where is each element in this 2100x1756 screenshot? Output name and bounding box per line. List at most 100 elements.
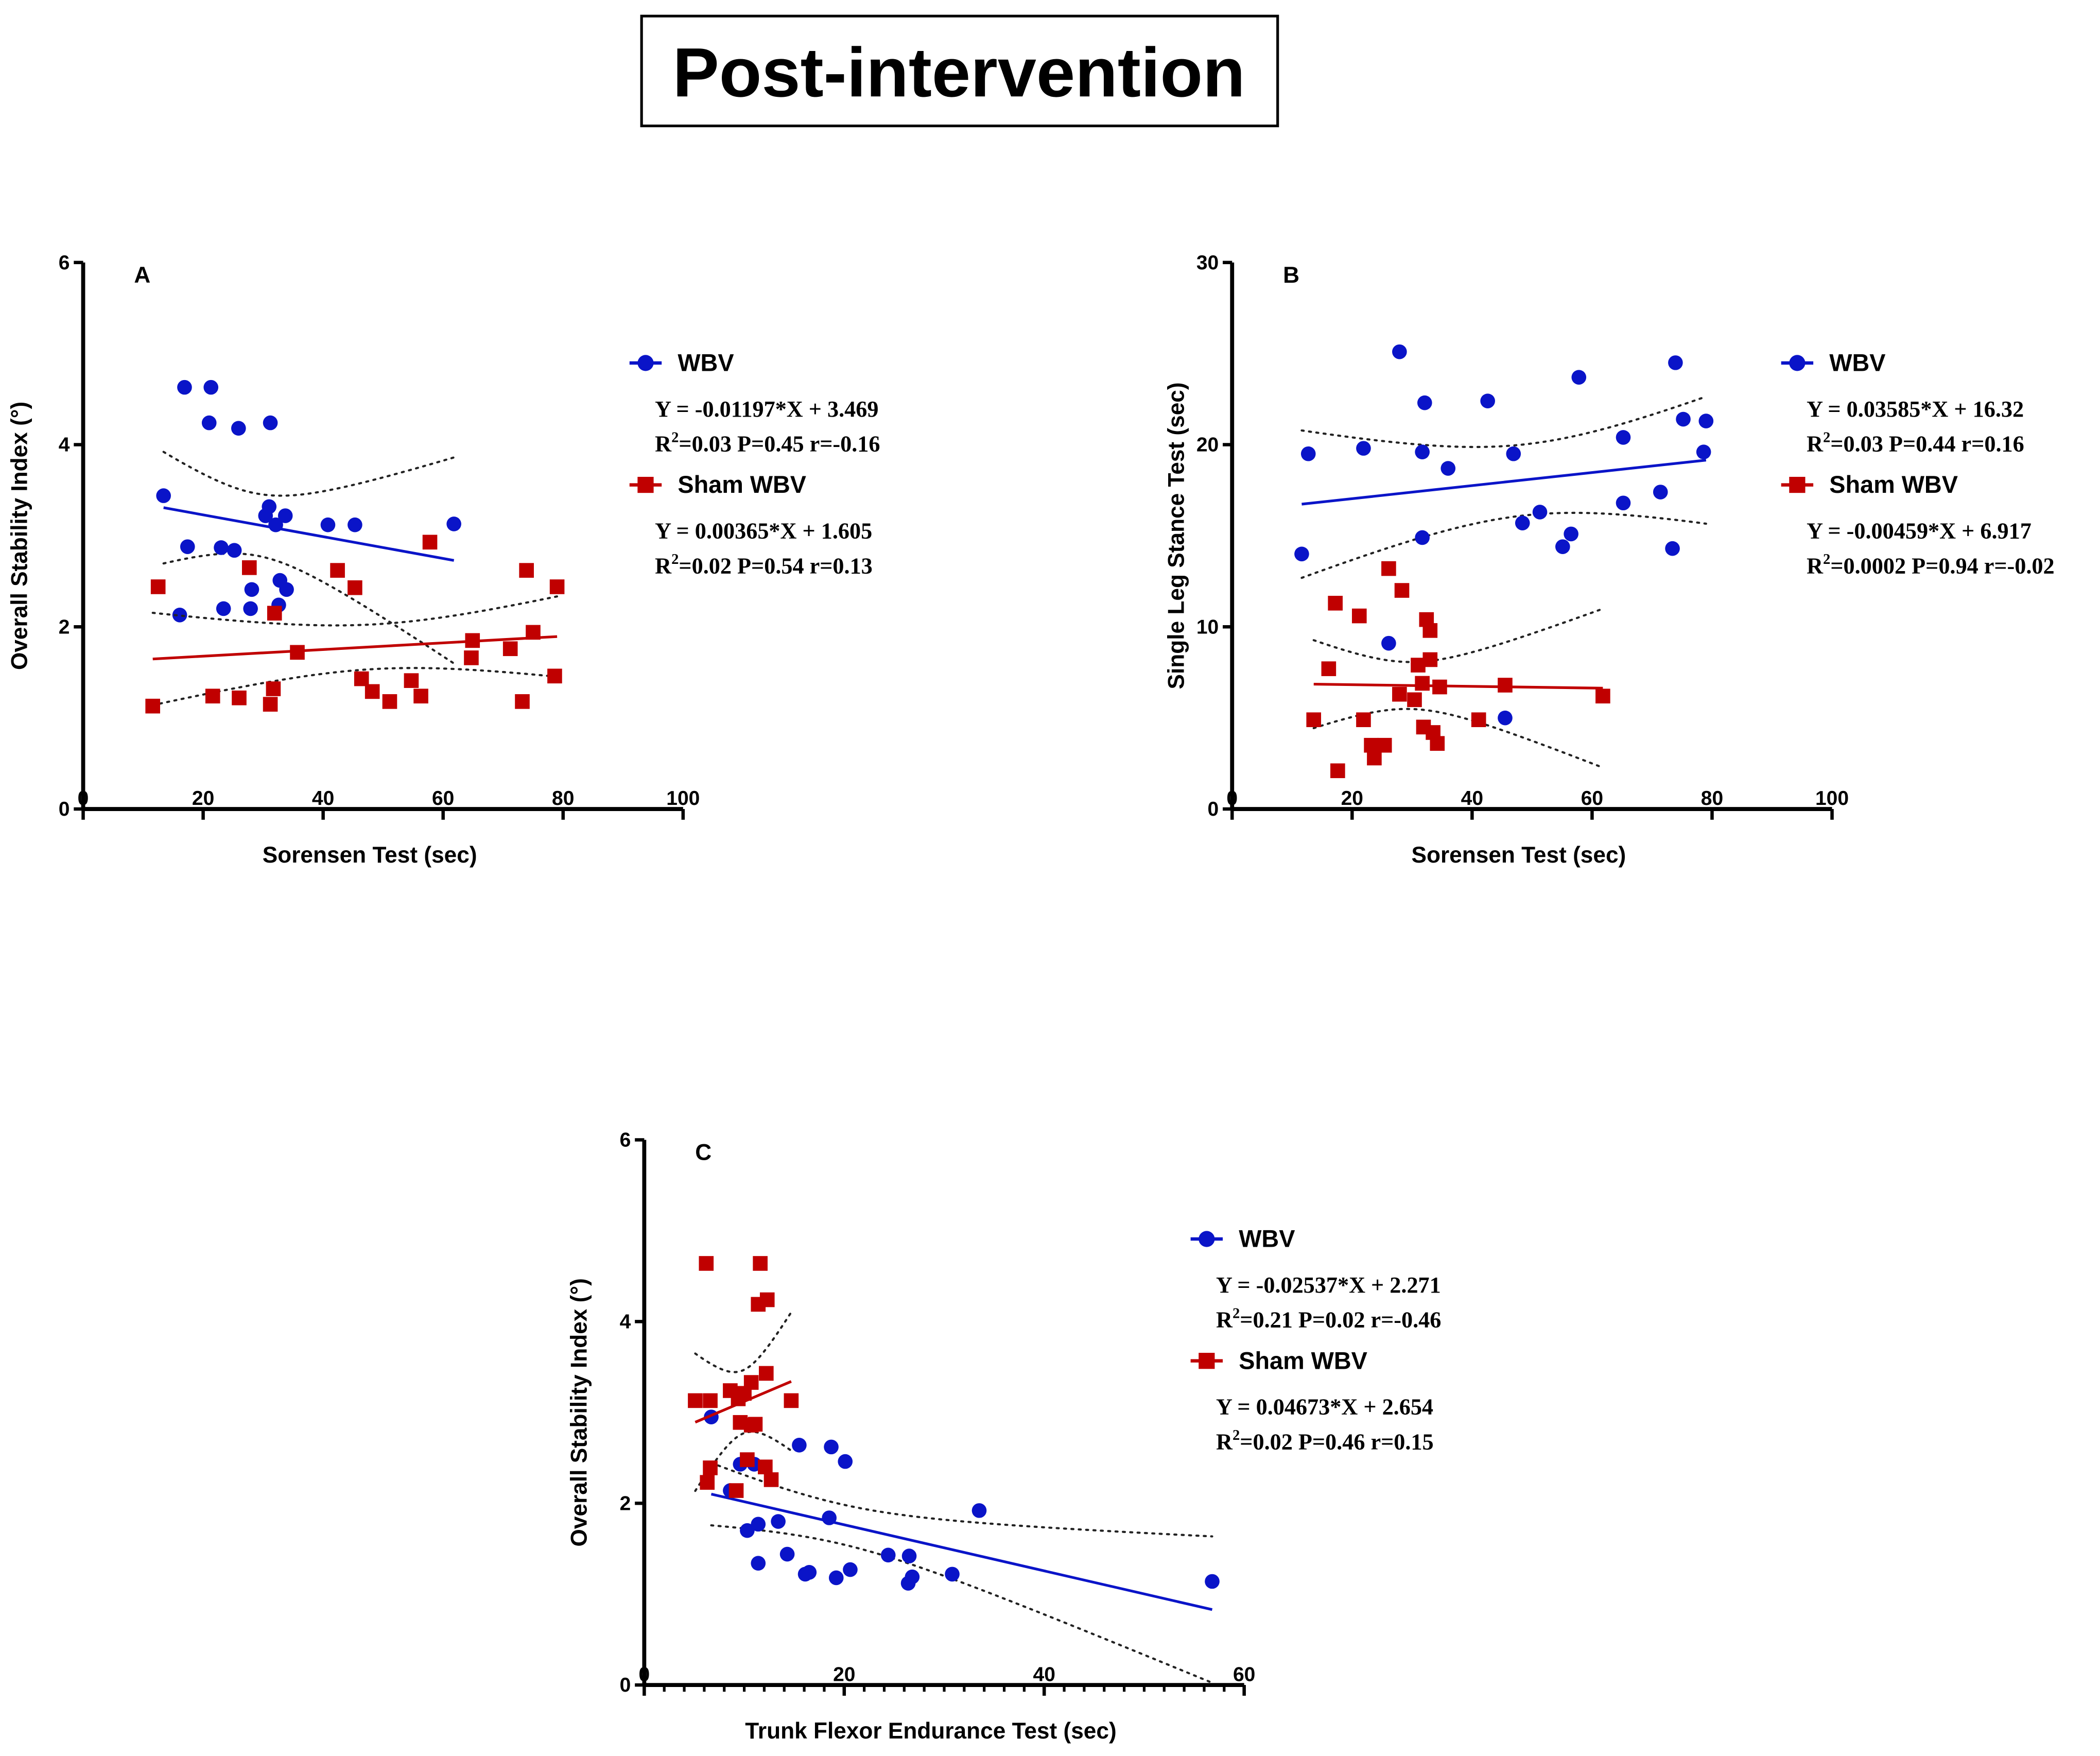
title-text: Post-intervention [673, 33, 1245, 111]
data-point [549, 579, 565, 594]
data-point [945, 1566, 960, 1582]
data-point [971, 1503, 987, 1518]
data-point [232, 690, 247, 705]
x-tick-label: 20 [833, 1663, 855, 1685]
x-tick-label: 80 [1701, 787, 1723, 810]
data-point [802, 1565, 817, 1580]
data-point [1294, 546, 1309, 562]
y-tick-label: 0 [59, 798, 70, 820]
data-point [751, 1556, 766, 1571]
data-point [1616, 430, 1631, 445]
x-tick-label: 100 [666, 787, 700, 810]
data-point [1676, 411, 1691, 427]
panel-label: C [695, 1140, 711, 1165]
data-point [1417, 395, 1432, 410]
y-tick-label: 2 [59, 616, 70, 638]
data-point [1498, 710, 1513, 726]
data-point [1300, 446, 1316, 461]
regression-equation: Y = -0.01197*X + 3.469 [655, 397, 878, 422]
x-tick-label: 40 [1461, 787, 1483, 810]
data-point [1698, 414, 1714, 428]
x-tick-label: 100 [1815, 787, 1849, 810]
data-point [838, 1454, 853, 1469]
confidence-band-upper [1300, 395, 1707, 449]
confidence-band-upper [162, 451, 455, 497]
data-point [779, 1546, 795, 1562]
data-point [1407, 692, 1422, 708]
data-point [266, 681, 281, 696]
legend-entry-wbv: WBV Y = -0.02537*X + 2.271 R2=0.21 P=0.02 … [1190, 1226, 1441, 1333]
regression-line [152, 635, 558, 661]
legend-entry-sham-wbv: Sham WBV Y = 0.00365*X + 1.605 R2=0.02 P=0… [629, 471, 873, 578]
y-tick-label: 0 [620, 1674, 631, 1696]
data-point [1356, 712, 1371, 728]
data-point [1668, 355, 1683, 370]
title-box [640, 14, 1279, 128]
data-point [743, 1375, 759, 1390]
data-point [1367, 750, 1382, 766]
data-point [150, 579, 166, 594]
confidence-band-lower [1312, 708, 1604, 769]
x-tick-label: 40 [1033, 1663, 1055, 1685]
data-point [277, 508, 293, 523]
data-point [348, 517, 362, 532]
x-tick-label: 80 [552, 787, 574, 810]
data-point [1306, 712, 1322, 728]
data-point [231, 421, 246, 436]
legend-marker-square-icon [637, 476, 654, 493]
regression-line [1301, 458, 1707, 506]
data-point [404, 673, 419, 688]
data-point [203, 380, 219, 395]
series-sham-wbv [688, 1256, 799, 1498]
regression-line [695, 1380, 792, 1424]
data-point [1351, 608, 1367, 624]
data-point [242, 560, 257, 575]
regression-stats: R2=0.02 P=0.46 r=0.15 [1216, 1427, 1434, 1454]
data-point [365, 684, 380, 699]
data-point [1328, 596, 1343, 611]
data-point [700, 1475, 715, 1490]
legend-entry-wbv: WBV Y = 0.03585*X + 16.32 R2=0.03 P=0.44 r… [1781, 349, 2024, 457]
data-point [1696, 444, 1711, 460]
data-point [547, 668, 562, 684]
y-axis-label: Single Leg Stance Test (sec) [1164, 382, 1189, 689]
x-tick-label: 0 [639, 1663, 650, 1685]
data-point [792, 1438, 807, 1453]
series-wbv [704, 1409, 1220, 1684]
data-point [843, 1562, 858, 1577]
legend-marker-square-icon [1199, 1353, 1215, 1369]
data-point [703, 1393, 718, 1408]
data-point [1480, 393, 1495, 408]
data-point [1506, 446, 1521, 461]
x-axis-label: Sorensen Test (sec) [263, 842, 477, 868]
series-wbv [156, 380, 461, 665]
data-point [267, 606, 282, 621]
data-point [354, 671, 369, 686]
data-point [446, 517, 461, 531]
y-tick-label: 6 [59, 252, 70, 274]
x-tick-label: 0 [78, 787, 89, 810]
data-point [880, 1547, 896, 1563]
panel-label: B [1283, 263, 1299, 288]
data-point [1571, 370, 1587, 385]
legend-marker-circle-icon [637, 355, 654, 371]
confidence-band-lower [710, 1524, 1213, 1684]
data-point [748, 1417, 763, 1432]
data-point [1321, 661, 1337, 676]
data-point [1394, 583, 1410, 598]
data-point [740, 1523, 755, 1538]
data-point [263, 697, 278, 712]
chart-panel-a: 0 20 40 60 80 100 0 2 4 6 Sorensen Test (sec) Overa… [7, 252, 880, 868]
series-wbv [1294, 344, 1714, 726]
data-point [1377, 737, 1392, 753]
legend-label: Sham WBV [1829, 471, 1958, 498]
data-point [1616, 495, 1631, 511]
legend-label: WBV [678, 349, 734, 376]
y-axis-label: Overall Stability Index (°) [567, 1278, 592, 1546]
confidence-band-upper [710, 1461, 1213, 1538]
y-axis-label: Overall Stability Index (°) [7, 402, 32, 670]
confidence-band-upper [151, 595, 559, 627]
data-point [205, 688, 220, 704]
y-tick-label: 4 [59, 434, 70, 456]
series-sham-wbv [1306, 561, 1610, 779]
